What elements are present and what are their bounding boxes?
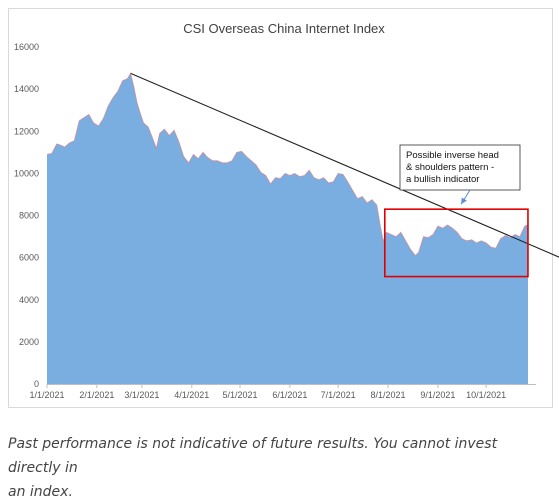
disclaimer-line-2: an index. xyxy=(8,484,73,500)
disclaimer: Past performance is not indicative of fu… xyxy=(8,432,553,504)
x-tick-label: 9/1/2021 xyxy=(420,390,455,400)
y-tick-label: 4000 xyxy=(19,295,39,305)
y-tick-label: 6000 xyxy=(19,253,39,263)
y-tick-label: 14000 xyxy=(14,84,39,94)
area-edge-line xyxy=(46,72,529,257)
y-axis: 0 2000 4000 6000 8000 10000 12000 14000 16000 xyxy=(14,42,39,389)
x-tick-label: 6/1/2021 xyxy=(272,390,307,400)
disclaimer-line-1: Past performance is not indicative of fu… xyxy=(8,436,498,476)
x-tick-label: 5/1/2021 xyxy=(223,390,258,400)
annotation-line: Possible inverse head xyxy=(406,150,499,161)
annotation-box xyxy=(399,144,521,191)
annotation-line: a bullish indicator xyxy=(406,174,479,185)
annotation-line: & shoulders pattern - xyxy=(406,162,494,173)
x-tick-label: 7/1/2021 xyxy=(321,390,356,400)
x-tick-label: 10/1/2021 xyxy=(466,390,506,400)
annotation-text: Possible inverse head & shoulders pattern… xyxy=(406,150,499,185)
area-fill xyxy=(47,73,528,385)
y-tick-label: 10000 xyxy=(14,168,39,178)
trendline xyxy=(130,72,559,258)
x-tick-label: 4/1/2021 xyxy=(174,390,209,400)
annotation-arrowhead xyxy=(461,197,467,205)
y-tick-label: 8000 xyxy=(19,211,39,221)
x-tick-label: 3/1/2021 xyxy=(124,390,159,400)
overlays: Possible inverse head & shoulders pattern… xyxy=(130,72,559,278)
x-axis: 1/1/2021 2/1/2021 3/1/2021 4/1/2021 5/1/2021… xyxy=(29,384,536,400)
y-tick-label: 12000 xyxy=(14,126,39,136)
x-tick-label: 1/1/2021 xyxy=(29,390,64,400)
y-tick-label: 0 xyxy=(34,379,39,389)
x-tick-label: 8/1/2021 xyxy=(370,390,405,400)
plot-area xyxy=(46,72,529,385)
highlight-box xyxy=(383,208,529,278)
x-tick-label: 2/1/2021 xyxy=(79,390,114,400)
y-tick-label: 16000 xyxy=(14,42,39,52)
area-chart: CSI Overseas China Internet Index 0 2000 4… xyxy=(14,21,559,400)
chart-title: CSI Overseas China Internet Index xyxy=(183,21,385,36)
y-tick-label: 2000 xyxy=(19,337,39,347)
